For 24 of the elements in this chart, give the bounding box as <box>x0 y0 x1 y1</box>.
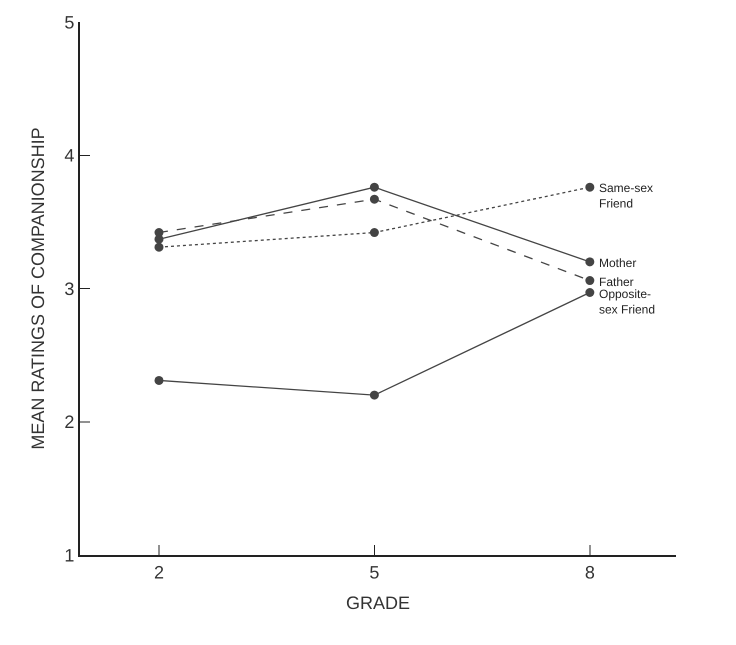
point <box>370 194 379 204</box>
point <box>585 288 594 297</box>
point <box>154 376 164 385</box>
series-label: Same-sex Friend <box>599 181 654 211</box>
y-tick-label: 2 <box>64 412 74 432</box>
point <box>585 182 594 192</box>
series-label: Opposite- sex Friend <box>599 287 656 317</box>
series-label: Father <box>599 275 634 289</box>
point <box>585 257 594 266</box>
point <box>585 276 594 286</box>
y-tick-label: 1 <box>64 545 74 566</box>
y-tick-label: 3 <box>64 278 74 299</box>
point <box>370 390 379 400</box>
y-tick-label: 4 <box>64 146 74 166</box>
point <box>370 228 379 238</box>
series-label: Mother <box>599 256 636 270</box>
point <box>370 182 379 192</box>
x-tick-label: 5 <box>369 562 380 583</box>
x-tick-label: 8 <box>584 562 595 583</box>
y-tick-label: 5 <box>64 12 74 32</box>
x-tick-label: 2 <box>154 562 164 583</box>
point <box>154 242 164 252</box>
y-axis-title: MEAN RATINGS OF COMPANIONSHIP <box>28 127 48 450</box>
x-axis-title: GRADE <box>346 593 410 614</box>
